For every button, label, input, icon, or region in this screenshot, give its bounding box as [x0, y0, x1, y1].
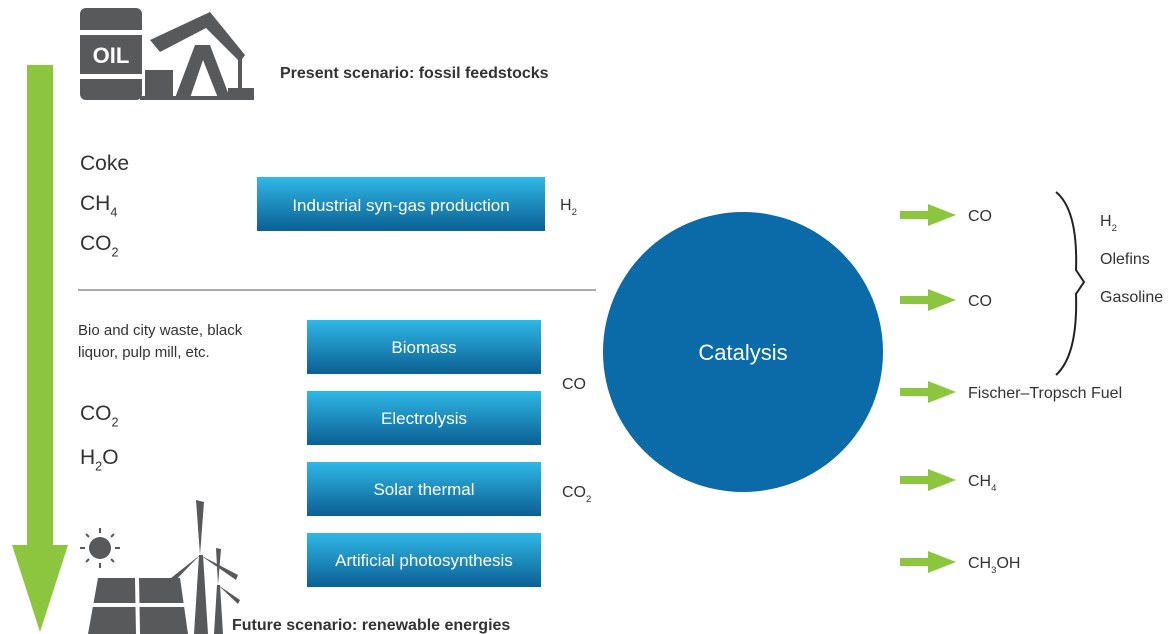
formula-part: CH: [968, 473, 991, 490]
fossil-input: Coke: [80, 152, 129, 175]
formula-part: 2: [95, 459, 102, 473]
process-label: Biomass: [391, 338, 456, 357]
input-note: Bio and city waste, black: [78, 322, 243, 339]
formula-part: CH: [968, 555, 991, 572]
product-arrow: [900, 469, 956, 491]
co-product: H2: [1100, 213, 1117, 234]
renewable-input: CO2: [80, 402, 119, 429]
formula-part: Gasoline: [1100, 289, 1163, 306]
formula-part: CO: [562, 376, 586, 393]
process-box: [307, 391, 541, 445]
formula-part: 4: [110, 205, 117, 219]
formula-part: O: [102, 446, 118, 469]
process-label: Electrolysis: [381, 409, 467, 428]
renewable-input: H2O: [80, 446, 119, 473]
formula-part: 4: [991, 483, 997, 494]
co-product: Gasoline: [1100, 289, 1163, 306]
process-box: [307, 320, 541, 374]
product: Fischer–Tropsch Fuel: [968, 385, 1122, 402]
timeline-arrow: [12, 65, 68, 632]
formula-part: 2: [572, 207, 577, 218]
product: CH4: [968, 473, 997, 494]
product-arrow: [900, 381, 956, 403]
formula-part: CO: [968, 293, 992, 310]
process-label: Artificial photosynthesis: [335, 551, 513, 570]
catalysis-label: Catalysis: [698, 340, 787, 365]
formula-part: 3: [991, 565, 996, 576]
process-output: H2: [560, 197, 577, 218]
formula-part: 2: [586, 494, 591, 505]
formula-part: Coke: [80, 152, 129, 175]
formula-part: H: [1100, 213, 1112, 230]
product-arrow: [900, 551, 956, 573]
formula-part: CO: [968, 208, 992, 225]
brace: [1055, 191, 1086, 376]
formula-part: 2: [1112, 223, 1117, 234]
future-title: Future scenario: renewable energies: [232, 617, 510, 634]
process-label: Industrial syn-gas production: [292, 196, 509, 215]
formula-part: CO: [80, 402, 112, 425]
formula-part: Olefins: [1100, 251, 1150, 268]
formula-part: CO: [562, 484, 586, 501]
renewables-icon: [80, 500, 240, 634]
oil-icon: OIL: [76, 8, 254, 100]
formula-part: H: [80, 446, 95, 469]
product-arrow: [900, 289, 956, 311]
formula-part: CH: [80, 192, 110, 215]
catalysis-circle: [603, 212, 883, 492]
process-box: [307, 533, 541, 587]
formula-part: H: [560, 197, 572, 214]
process-output: CO2: [562, 484, 591, 505]
formula-part: Fischer–Tropsch Fuel: [968, 385, 1122, 402]
product: CO: [968, 293, 992, 310]
process-box: [257, 177, 545, 231]
fossil-input: CH4: [80, 192, 117, 219]
svg-text:OIL: OIL: [93, 43, 130, 68]
product: CH3OH: [968, 555, 1020, 576]
product: CO: [968, 208, 992, 225]
process-output: CO: [562, 376, 586, 393]
formula-part: OH: [996, 555, 1020, 572]
fossil-input: CO2: [80, 232, 119, 259]
formula-part: CO: [80, 232, 112, 255]
formula-part: 2: [112, 245, 119, 259]
process-box: [307, 462, 541, 516]
product-arrow: [900, 204, 956, 226]
formula-part: 2: [112, 415, 119, 429]
process-label: Solar thermal: [373, 480, 474, 499]
present-title: Present scenario: fossil feedstocks: [280, 65, 549, 82]
co-product: Olefins: [1100, 251, 1150, 268]
input-note: liquor, pulp mill, etc.: [78, 344, 210, 361]
